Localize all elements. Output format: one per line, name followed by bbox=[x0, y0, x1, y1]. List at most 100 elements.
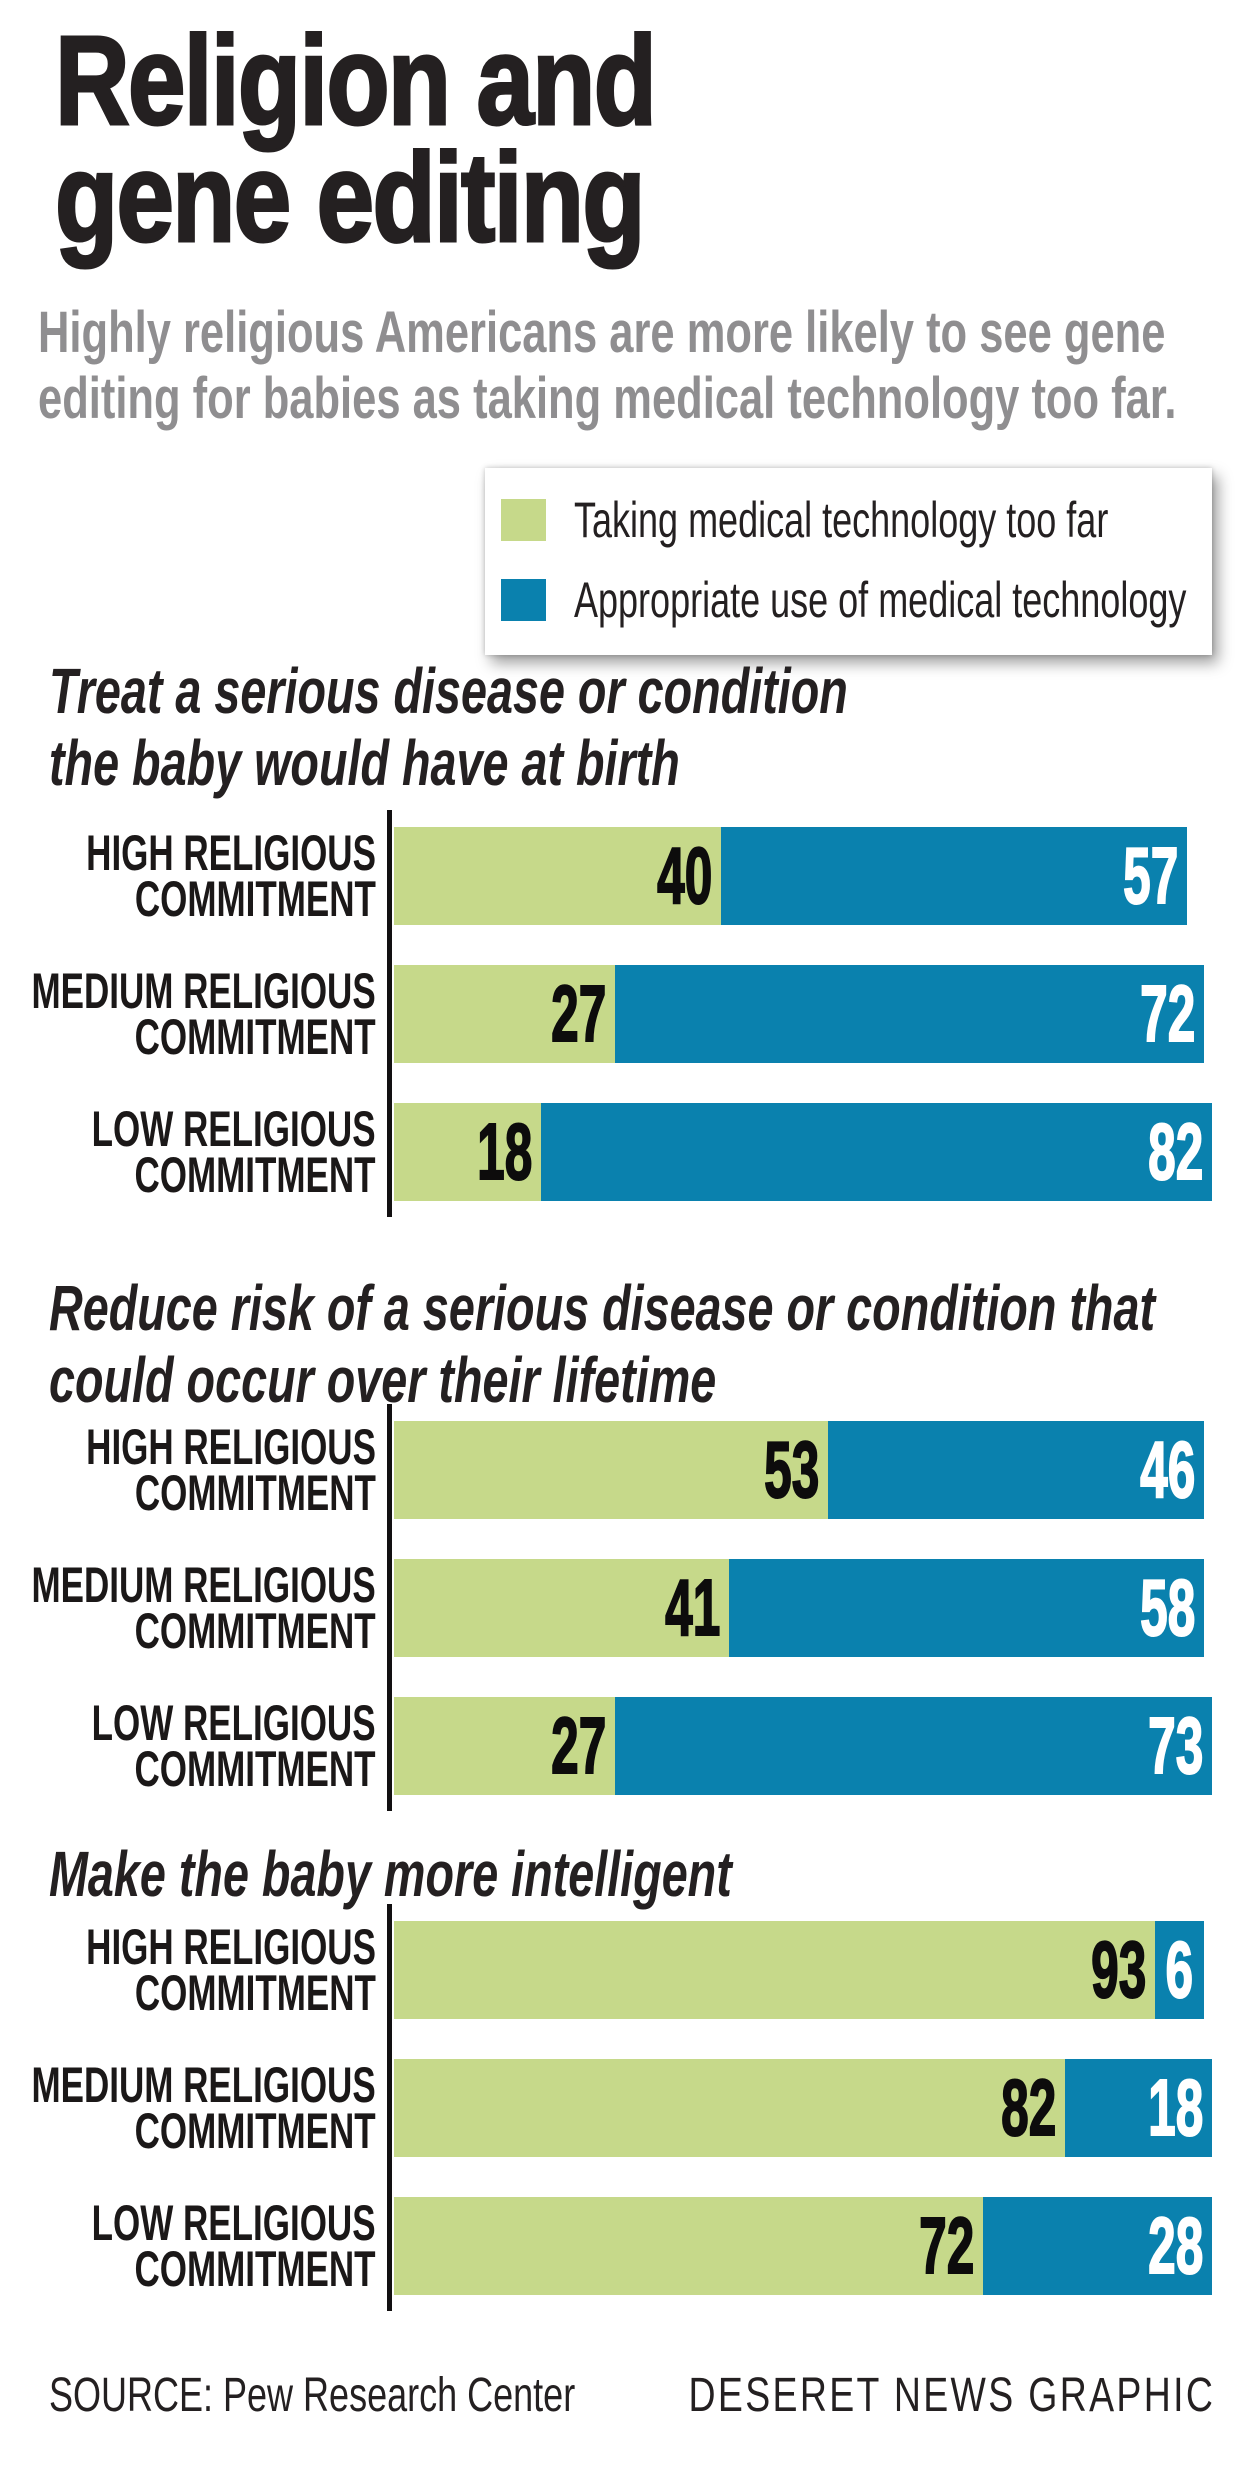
bar-value-too-far: 40 bbox=[657, 830, 713, 921]
bar-value-appropriate: 28 bbox=[1148, 2200, 1204, 2291]
bar-value-too-far: 27 bbox=[550, 968, 607, 1059]
row-label: LOW RELIGIOUS COMMITMENT bbox=[92, 2195, 376, 2297]
row-label-line-2: COMMITMENT bbox=[134, 2241, 376, 2297]
row-label-line-2: COMMITMENT bbox=[134, 1965, 376, 2021]
stacked-bar: 82 18 bbox=[394, 2059, 1212, 2157]
bar-value-appropriate: 58 bbox=[1139, 1562, 1196, 1653]
bar-value-too-far: 82 bbox=[1000, 2062, 1057, 2153]
bar-row-medium-religious: MEDIUM RELIGIOUS COMMITMENT 82 18 bbox=[32, 2059, 1212, 2157]
bar-segment-too-far: 41 bbox=[394, 1559, 730, 1657]
row-label: HIGH RELIGIOUS COMMITMENT bbox=[86, 1919, 376, 2021]
bar-row-high-religious: HIGH RELIGIOUS COMMITMENT 40 57 bbox=[86, 827, 1212, 925]
row-label-line-2: COMMITMENT bbox=[134, 1465, 376, 1521]
stacked-bar: 53 46 bbox=[394, 1421, 1212, 1519]
bar-value-appropriate: 73 bbox=[1148, 1700, 1204, 1791]
source-credit: SOURCE: Pew Research Center bbox=[49, 2369, 576, 2422]
bar-segment-appropriate: 57 bbox=[721, 827, 1188, 925]
bar-segment-too-far: 53 bbox=[394, 1421, 828, 1519]
bar-row-low-religious: LOW RELIGIOUS COMMITMENT 18 82 bbox=[92, 1103, 1212, 1201]
row-label-line-2: COMMITMENT bbox=[134, 2103, 376, 2159]
bar-value-appropriate: 18 bbox=[1148, 2062, 1204, 2153]
row-label-line-1: MEDIUM RELIGIOUS bbox=[31, 2057, 376, 2113]
row-label: MEDIUM RELIGIOUS COMMITMENT bbox=[31, 963, 376, 1065]
bar-value-too-far: 18 bbox=[477, 1106, 533, 1197]
bar-segment-appropriate: 28 bbox=[982, 2197, 1212, 2295]
section-1-header: Treat a serious disease or condition the… bbox=[49, 655, 1143, 799]
bar-row-low-religious: LOW RELIGIOUS COMMITMENT 72 28 bbox=[92, 2197, 1212, 2295]
bar-segment-too-far: 40 bbox=[394, 827, 722, 925]
bar-row-low-religious: LOW RELIGIOUS COMMITMENT 27 73 bbox=[92, 1697, 1212, 1795]
bar-value-appropriate: 82 bbox=[1148, 1106, 1204, 1197]
row-label: LOW RELIGIOUS COMMITMENT bbox=[92, 1695, 376, 1797]
row-label: MEDIUM RELIGIOUS COMMITMENT bbox=[31, 1557, 376, 1659]
legend-label-appropriate: Appropriate use of medical technology bbox=[574, 572, 1187, 628]
row-label-line-2: COMMITMENT bbox=[134, 1147, 376, 1203]
stacked-bar: 93 6 bbox=[394, 1921, 1212, 2019]
bar-segment-appropriate: 6 bbox=[1154, 1921, 1204, 2019]
bar-value-too-far: 93 bbox=[1090, 1924, 1147, 2015]
row-label-line-1: LOW RELIGIOUS bbox=[92, 1695, 376, 1751]
bar-segment-too-far: 72 bbox=[394, 2197, 983, 2295]
row-label: MEDIUM RELIGIOUS COMMITMENT bbox=[31, 2057, 376, 2159]
section-2-rows: HIGH RELIGIOUS COMMITMENT 53 46 MEDIUM R… bbox=[32, 1404, 1212, 1811]
chart-legend: Taking medical technology too far Approp… bbox=[485, 468, 1212, 655]
bar-value-appropriate: 46 bbox=[1139, 1424, 1196, 1515]
stacked-bar: 40 57 bbox=[394, 827, 1212, 925]
page-subtitle-line-1: Highly religious Americans are more like… bbox=[38, 300, 1166, 365]
bar-segment-too-far: 93 bbox=[394, 1921, 1155, 2019]
row-label: LOW RELIGIOUS COMMITMENT bbox=[92, 1101, 376, 1203]
bar-segment-appropriate: 18 bbox=[1064, 2059, 1212, 2157]
bar-value-too-far: 27 bbox=[550, 1700, 607, 1791]
stacked-bar: 41 58 bbox=[394, 1559, 1212, 1657]
row-label-line-1: HIGH RELIGIOUS bbox=[86, 1919, 376, 1975]
page-subtitle: Highly religious Americans are more like… bbox=[38, 300, 1251, 432]
section-3-header: Make the baby more intelligent bbox=[49, 1838, 984, 1910]
bar-segment-too-far: 27 bbox=[394, 965, 615, 1063]
row-label: HIGH RELIGIOUS COMMITMENT bbox=[86, 1419, 376, 1521]
stacked-bar: 27 72 bbox=[394, 965, 1212, 1063]
legend-item-appropriate: Appropriate use of medical technology bbox=[501, 571, 1212, 629]
section-3-rows: HIGH RELIGIOUS COMMITMENT 93 6 MEDIUM RE… bbox=[32, 1904, 1212, 2311]
bar-segment-appropriate: 72 bbox=[614, 965, 1204, 1063]
bar-segment-appropriate: 82 bbox=[541, 1103, 1212, 1201]
stacked-bar: 27 73 bbox=[394, 1697, 1212, 1795]
bar-segment-too-far: 82 bbox=[394, 2059, 1065, 2157]
legend-item-too-far: Taking medical technology too far bbox=[501, 491, 1212, 549]
page-subtitle-line-2: editing for babies as taking medical tec… bbox=[38, 366, 1177, 431]
stacked-bar: 72 28 bbox=[394, 2197, 1212, 2295]
section-2-axis-line bbox=[387, 1404, 392, 1811]
page-title-line-1: Religion and bbox=[54, 10, 658, 151]
row-label-line-2: COMMITMENT bbox=[134, 1741, 376, 1797]
legend-label-too-far: Taking medical technology too far bbox=[574, 492, 1109, 548]
section-2-header: Reduce risk of a serious disease or cond… bbox=[49, 1272, 1251, 1416]
bar-row-high-religious: HIGH RELIGIOUS COMMITMENT 53 46 bbox=[86, 1421, 1212, 1519]
row-label-line-1: LOW RELIGIOUS bbox=[92, 2195, 376, 2251]
bar-row-medium-religious: MEDIUM RELIGIOUS COMMITMENT 41 58 bbox=[32, 1559, 1212, 1657]
row-label-line-2: COMMITMENT bbox=[134, 1009, 376, 1065]
legend-swatch-blue bbox=[501, 579, 546, 621]
bar-value-appropriate: 72 bbox=[1139, 968, 1196, 1059]
section-3-header-line-1: Make the baby more intelligent bbox=[49, 1838, 732, 1910]
section-3-axis-line bbox=[387, 1904, 392, 2311]
bar-row-medium-religious: MEDIUM RELIGIOUS COMMITMENT 27 72 bbox=[32, 965, 1212, 1063]
page-title: Religion and gene editing bbox=[54, 10, 787, 268]
bar-value-too-far: 72 bbox=[918, 2200, 975, 2291]
row-label-line-1: HIGH RELIGIOUS bbox=[86, 1419, 376, 1475]
section-2-header-line-1: Reduce risk of a serious disease or cond… bbox=[49, 1272, 1155, 1344]
row-label-line-1: MEDIUM RELIGIOUS bbox=[31, 1557, 376, 1613]
bar-value-too-far: 53 bbox=[763, 1424, 819, 1515]
bar-segment-too-far: 27 bbox=[394, 1697, 615, 1795]
section-2-header-line-2: could occur over their lifetime bbox=[49, 1344, 717, 1416]
stacked-bar: 18 82 bbox=[394, 1103, 1212, 1201]
section-1-header-line-2: the baby would have at birth bbox=[49, 727, 680, 799]
bar-segment-appropriate: 73 bbox=[614, 1697, 1212, 1795]
bar-value-appropriate: 6 bbox=[1165, 1924, 1194, 2015]
page-title-line-2: gene editing bbox=[54, 127, 647, 268]
row-label-line-1: LOW RELIGIOUS bbox=[92, 1101, 376, 1157]
row-label-line-2: COMMITMENT bbox=[134, 871, 376, 927]
row-label-line-1: MEDIUM RELIGIOUS bbox=[31, 963, 376, 1019]
row-label-line-2: COMMITMENT bbox=[134, 1603, 376, 1659]
section-1-rows: HIGH RELIGIOUS COMMITMENT 40 57 MEDIUM R… bbox=[32, 810, 1212, 1217]
section-1-header-line-1: Treat a serious disease or condition bbox=[49, 655, 848, 727]
